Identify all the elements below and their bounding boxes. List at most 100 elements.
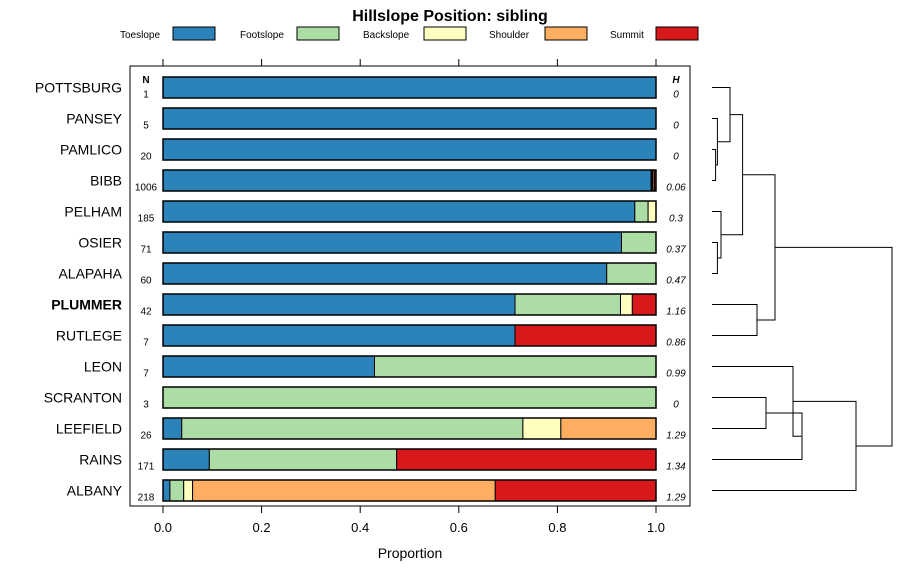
x-tick-label-4: 0.8 bbox=[548, 520, 566, 535]
entropy-header: H bbox=[672, 75, 680, 86]
dendrogram-branch-12 bbox=[775, 246, 893, 447]
dendrogram-branch-9 bbox=[712, 412, 803, 460]
row-label-rutlege: RUTLEGE bbox=[56, 328, 122, 344]
bar-plummer-footslope bbox=[514, 293, 622, 316]
x-tick-label-1: 0.2 bbox=[253, 520, 271, 535]
x-axis: 0.0 0.2 0.4 0.6 0.8 1.0 bbox=[154, 59, 665, 535]
row-label-bibb: BIBB bbox=[90, 173, 122, 189]
bar-rutlege-toeslope bbox=[162, 324, 516, 347]
legend-swatch-backslope bbox=[423, 26, 467, 41]
dendrogram-branch-5 bbox=[721, 114, 744, 236]
dendrogram-branch-1 bbox=[712, 118, 718, 166]
bar-albany-backslope bbox=[183, 479, 194, 502]
count-rains: 171 bbox=[138, 462, 155, 473]
bar-leon-footslope bbox=[373, 355, 657, 378]
x-axis-title: Proportion bbox=[378, 545, 443, 561]
entropy-pelham: 0.3 bbox=[669, 214, 683, 225]
x-tick-label-5: 1.0 bbox=[647, 520, 665, 535]
count-albany: 218 bbox=[138, 493, 155, 504]
bar-outline-plummer bbox=[162, 293, 657, 316]
row-label-alapaha: ALAPAHA bbox=[58, 266, 122, 282]
bar-alapaha-toeslope bbox=[162, 262, 608, 285]
bar-osier-footslope bbox=[620, 231, 657, 254]
bar-pottsburg-toeslope bbox=[162, 76, 657, 99]
legend-swatch-shoulder bbox=[544, 26, 588, 41]
dendrogram-branch-7 bbox=[742, 174, 776, 321]
count-alapaha: 60 bbox=[140, 276, 152, 287]
entropy-bibb: 0.06 bbox=[666, 183, 686, 194]
count-pamlico: 20 bbox=[140, 152, 152, 163]
bar-outline-pottsburg bbox=[162, 76, 657, 99]
bar-outline-osier bbox=[162, 231, 657, 254]
legend-label-toeslope: Toeslope bbox=[120, 30, 160, 41]
row-label-rains: RAINS bbox=[79, 452, 122, 468]
count-header: N bbox=[142, 75, 149, 86]
row-labels: POTTSBURG PANSEY PAMLICO BIBB PELHAM OSIER ALA… bbox=[35, 80, 123, 499]
entropy-osier: 0.37 bbox=[666, 245, 686, 256]
counts: 1 5 20 1006 185 71 60 42 7 7 3 26 171 218 bbox=[135, 90, 158, 504]
row-label-pamlico: PAMLICO bbox=[60, 142, 122, 158]
dendrogram-branch-0 bbox=[712, 149, 717, 181]
bar-pelham-backslope bbox=[647, 200, 657, 223]
count-leefield: 26 bbox=[140, 431, 152, 442]
x-tick-label-2: 0.4 bbox=[351, 520, 369, 535]
bar-leefield-backslope bbox=[522, 417, 562, 440]
row-label-leon: LEON bbox=[84, 359, 122, 375]
bar-outline-leefield bbox=[162, 417, 657, 440]
bar-pansey-toeslope bbox=[162, 107, 657, 130]
entropy-rains: 1.34 bbox=[666, 462, 686, 473]
entropies: 0 0 0 0.06 0.3 0.37 0.47 1.16 0.86 0.99 0 1.29 1.34 1… bbox=[666, 90, 686, 504]
entropy-pamlico: 0 bbox=[673, 152, 679, 163]
entropy-scranton: 0 bbox=[673, 400, 679, 411]
bar-plummer-backslope bbox=[620, 293, 633, 316]
dendrogram-branch-10 bbox=[712, 366, 802, 437]
legend-swatch-footslope bbox=[296, 26, 340, 41]
bar-leon-toeslope bbox=[162, 355, 375, 378]
legend-label-backslope: Backslope bbox=[363, 30, 410, 41]
row-label-pottsburg: POTTSBURG bbox=[35, 80, 122, 96]
row-label-scranton: SCRANTON bbox=[44, 390, 122, 406]
entropy-rutlege: 0.86 bbox=[666, 338, 686, 349]
row-label-pansey: PANSEY bbox=[66, 111, 122, 127]
legend-label-summit: Summit bbox=[610, 30, 644, 41]
dendrogram-branch-11 bbox=[712, 400, 857, 491]
bar-alapaha-footslope bbox=[606, 262, 657, 285]
count-osier: 71 bbox=[140, 245, 152, 256]
entropy-leefield: 1.29 bbox=[666, 431, 686, 442]
bar-albany-shoulder bbox=[192, 479, 496, 502]
bar-pelham-toeslope bbox=[162, 200, 636, 223]
bar-outline-pansey bbox=[162, 107, 657, 130]
bar-outline-leon bbox=[162, 355, 657, 378]
bar-pelham-footslope bbox=[634, 200, 649, 223]
count-bibb: 1006 bbox=[135, 183, 158, 194]
count-pelham: 185 bbox=[138, 214, 155, 225]
bar-rains-summit bbox=[396, 448, 657, 471]
bar-pamlico-toeslope bbox=[162, 138, 657, 161]
bar-outline-bibb bbox=[162, 169, 657, 192]
bar-leefield-toeslope bbox=[162, 417, 183, 440]
chart-title: Hillslope Position: sibling bbox=[352, 8, 548, 25]
plot-frame bbox=[129, 65, 691, 507]
bar-bibb-toeslope bbox=[162, 169, 652, 192]
bar-outline-pamlico bbox=[162, 138, 657, 161]
bar-leefield-footslope bbox=[181, 417, 524, 440]
legend-label-shoulder: Shoulder bbox=[489, 30, 530, 41]
row-label-pelham: PELHAM bbox=[64, 204, 122, 220]
legend-swatch-toeslope bbox=[172, 26, 216, 41]
row-label-plummer: PLUMMER bbox=[51, 297, 122, 313]
count-plummer: 42 bbox=[140, 307, 152, 318]
bar-albany-toeslope bbox=[162, 479, 171, 502]
bar-outline-albany bbox=[162, 479, 657, 502]
bar-plummer-summit bbox=[631, 293, 657, 316]
entropy-leon: 0.99 bbox=[666, 369, 686, 380]
dendrogram-branch-2 bbox=[712, 242, 718, 274]
bar-rains-footslope bbox=[208, 448, 398, 471]
bars bbox=[162, 76, 657, 502]
legend: Toeslope Footslope Backslope Shoulder Summit bbox=[120, 26, 699, 41]
row-label-osier: OSIER bbox=[78, 235, 122, 251]
bar-leefield-shoulder bbox=[560, 417, 657, 440]
entropy-pansey: 0 bbox=[673, 121, 679, 132]
bar-albany-footslope bbox=[169, 479, 185, 502]
x-tick-label-3: 0.6 bbox=[450, 520, 468, 535]
